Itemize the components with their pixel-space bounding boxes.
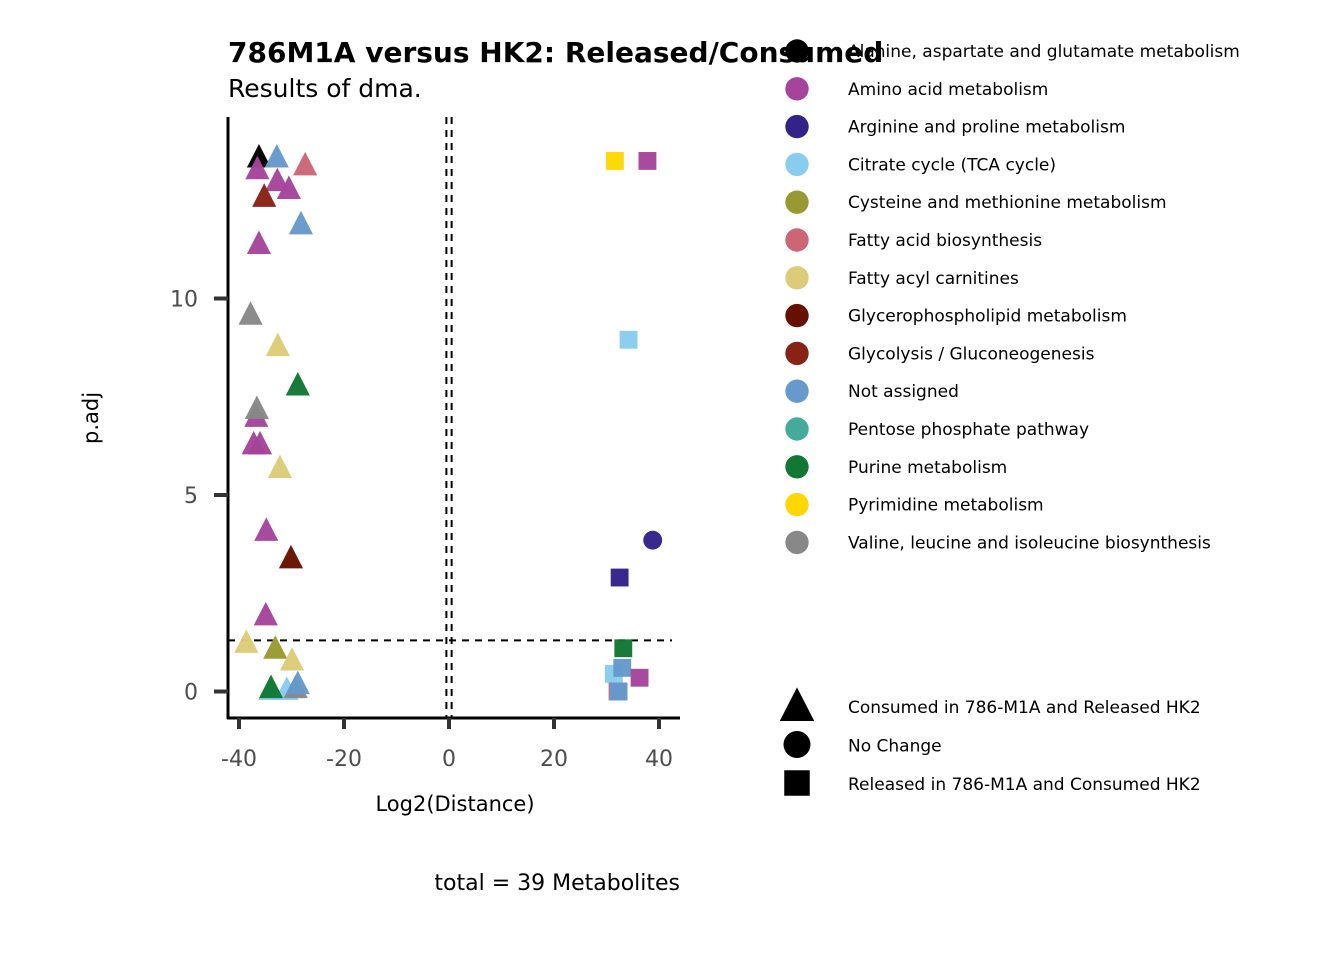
data-point [245,155,270,180]
legend-label: Fatty acid biosynthesis [848,231,1042,251]
legend-label: Released in 786-M1A and Consumed HK2 [848,775,1201,795]
legend-label: Citrate cycle (TCA cycle) [848,155,1056,175]
data-point [638,152,657,170]
chart-subtitle: Results of dma. [228,74,422,103]
data-point [293,151,318,176]
data-point [643,530,663,550]
legend-shape [784,770,810,796]
data-point [279,647,305,671]
data-point [246,230,272,254]
data-point [244,395,269,420]
data-point [288,210,314,235]
data-point [614,639,633,658]
legend-label: No Change [848,737,942,757]
legend-label: Purine metabolism [848,458,1007,478]
data-point [258,674,284,699]
legend-swatch [785,228,809,252]
legend-swatch [785,152,809,177]
data-point [238,301,263,325]
legend-label: Amino acid metabolism [848,80,1048,100]
legend-swatch [785,492,809,517]
legend-label: Alanine, aspartate and glutamate metabol… [848,42,1240,62]
legend-label: Arginine and proline metabolism [848,118,1125,138]
data-point [254,517,279,541]
data-point [246,144,272,168]
x-tick-label: 40 [645,747,673,772]
chart-caption: total = 39 Metabolites [434,871,680,896]
x-tick-label: -20 [326,747,362,772]
data-point [263,635,288,659]
legend-swatch [785,379,809,403]
legend-label: Glycolysis / Gluconeogenesis [848,344,1095,364]
data-point [285,371,310,396]
x-tick-label: -40 [221,747,257,772]
data-point [610,568,629,587]
legend-swatch [785,39,809,63]
legend-swatch [785,341,809,366]
legend-label: Valine, leucine and isoleucine biosynthe… [848,533,1211,553]
data-point [265,167,290,192]
y-tick-label: 0 [184,681,198,706]
legend-label: Not assigned [848,382,959,402]
legend-shape [783,731,811,758]
data-point [234,629,259,653]
y-axis-label: p.adj [79,392,103,444]
x-tick-label: 20 [540,747,568,772]
legend-label: Pyrimidine metabolism [848,496,1044,516]
legend: Alanine, aspartate and glutamate metabol… [779,39,1240,796]
data-point [619,330,638,349]
y-tick-label: 5 [184,484,198,509]
legend-swatch [785,77,809,101]
legend-swatch [785,530,809,555]
data-point [609,682,628,701]
legend-label: Cysteine and methionine metabolism [848,193,1167,213]
legend-swatch [785,266,809,290]
data-point [252,183,277,207]
legend-swatch [785,190,809,214]
legend-swatch [785,417,809,441]
data-point [267,454,293,478]
legend-label: Consumed in 786-M1A and Released HK2 [848,698,1201,718]
legend-label: Pentose phosphate pathway [848,420,1089,440]
data-point [285,670,310,695]
chart-title: 786M1A versus HK2: Released/Consumed [228,36,883,69]
y-tick-label: 10 [170,288,198,313]
data-point [247,430,273,455]
data-point [264,144,289,168]
data-point [253,601,278,626]
legend-label: Glycerophospholipid metabolism [848,307,1127,327]
x-axis-label: Log2(Distance) [375,792,534,816]
x-tick-label: 0 [442,747,456,772]
legend-swatch [785,114,809,139]
legend-shape [779,687,815,721]
data-point [613,658,632,677]
data-point [278,544,304,569]
axes: -40 -20 0 20 40 0 5 10 [170,117,680,772]
legend-label: Fatty acyl carnitines [848,269,1019,289]
legend-swatch [785,303,809,328]
legend-swatch [785,455,809,479]
data-point [276,175,301,199]
data-point [265,332,290,357]
data-point [630,668,649,687]
plot-area [228,117,672,718]
data-point [605,152,624,170]
